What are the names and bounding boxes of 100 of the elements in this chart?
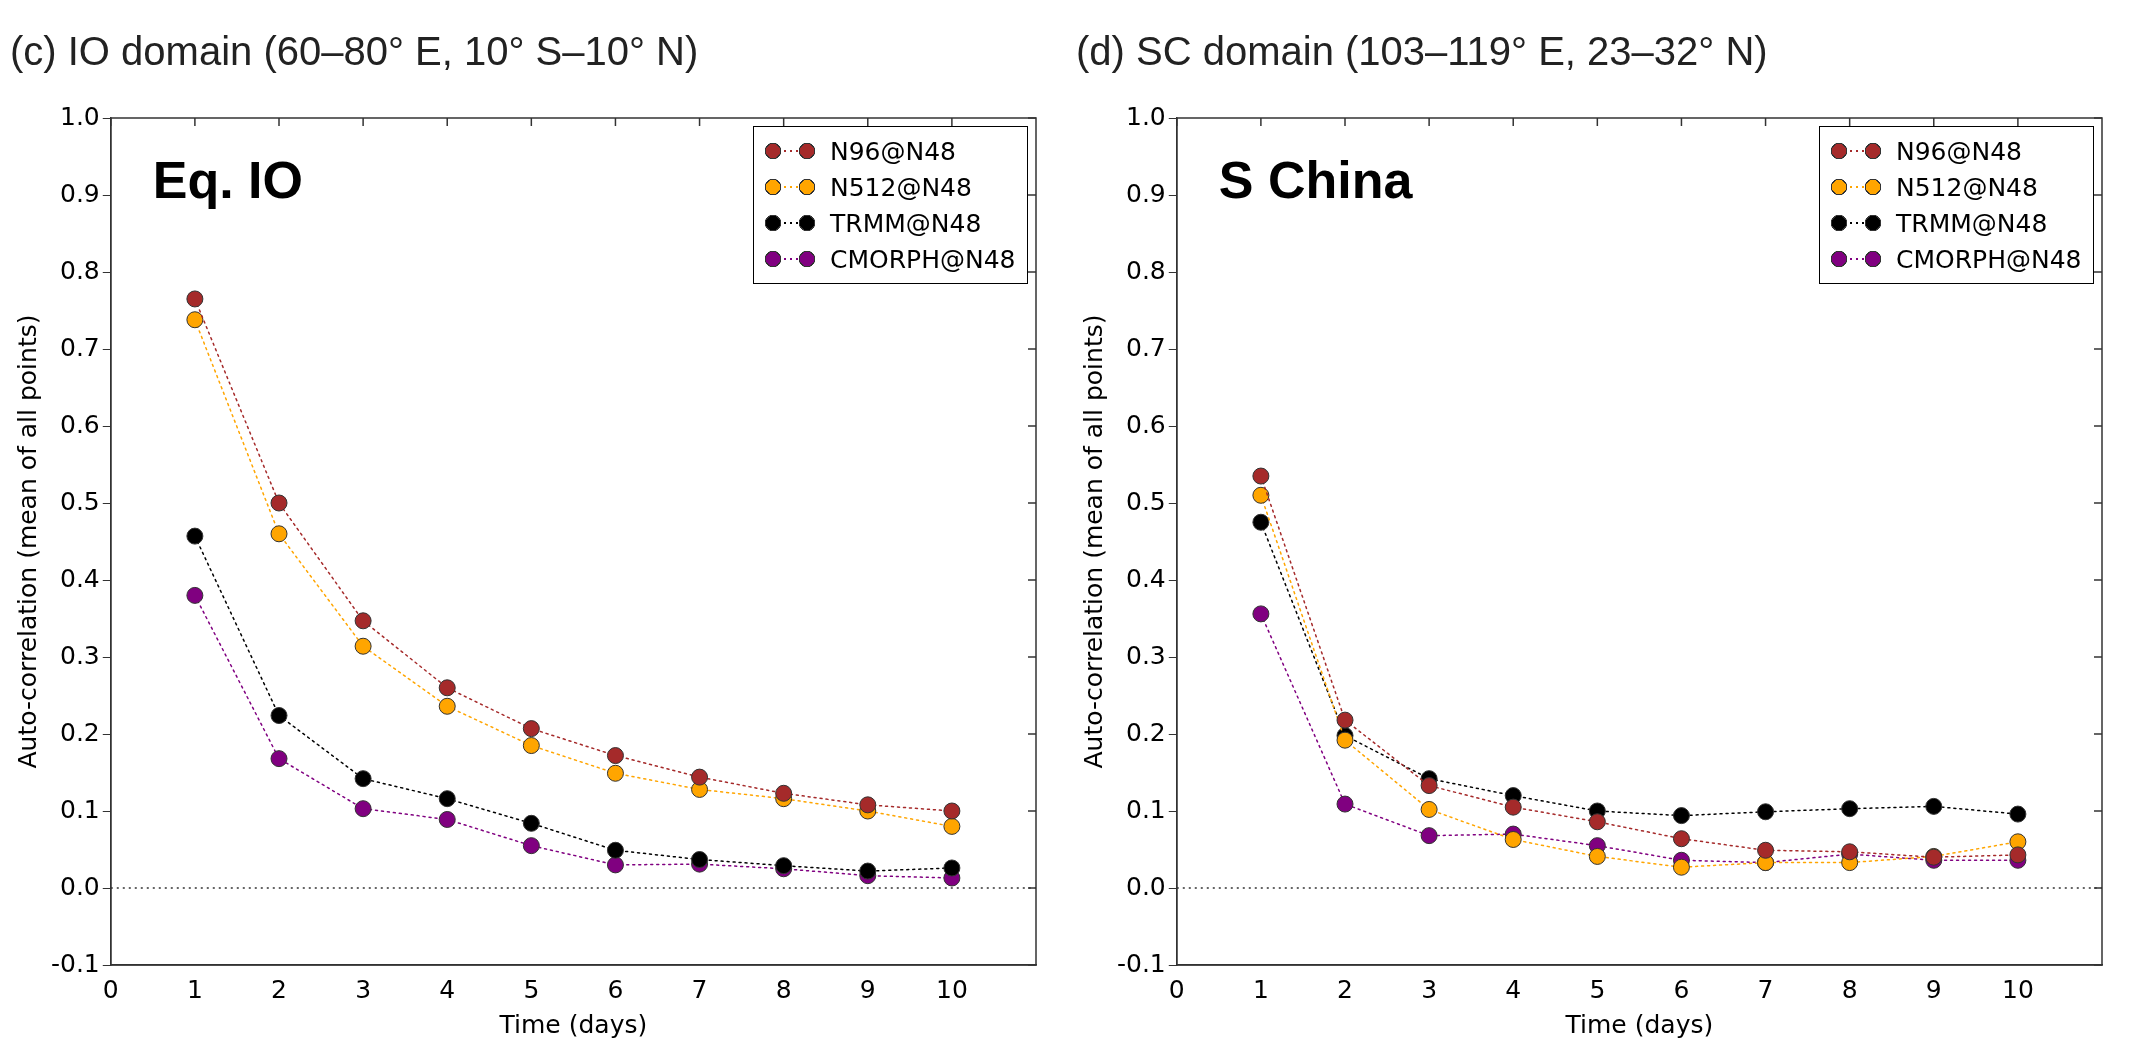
x-tick-label: 3 [355,974,372,1004]
x-tick-label: 4 [1505,974,1522,1004]
legend-label: CMORPH@N48 [1896,244,2082,274]
y-tick-label: 0.9 [1126,178,1166,208]
point [1757,841,1775,859]
point [270,750,288,768]
point [606,841,624,859]
point [270,494,288,512]
x-tick-label: 8 [775,974,792,1004]
point [186,527,204,545]
point [1420,777,1438,795]
y-tick-label: 0.9 [60,178,100,208]
point [943,817,961,835]
point [606,747,624,765]
point [186,311,204,329]
point [1757,803,1775,821]
point [859,796,877,814]
y-tick-label: 0.4 [1126,563,1166,593]
annotation: S China [1218,151,1414,210]
y-tick-label: 0.7 [1126,332,1166,362]
point [943,859,961,877]
y-tick-label: 0.2 [60,717,100,747]
y-tick-label: 0.5 [60,486,100,516]
y-tick-label: 0.6 [60,409,100,439]
point [354,612,372,630]
x-tick-label: 3 [1421,974,1438,1004]
point [186,586,204,604]
y-tick-label: 0.8 [1126,255,1166,285]
y-tick-label: 0.4 [60,563,100,593]
y-tick-label: 0.0 [60,871,100,901]
point [1588,847,1606,865]
y-tick-label: 0.3 [1126,640,1166,670]
point [1504,798,1522,816]
y-axis-title: Auto-correlation (mean of all points) [1078,314,1108,769]
point [1420,800,1438,818]
x-tick-label: 0 [102,974,119,1004]
legend-label: N512@N48 [1896,172,2038,202]
point [438,679,456,697]
point [270,525,288,543]
y-axis-title: Auto-correlation (mean of all points) [12,314,42,769]
point [859,862,877,880]
y-tick-label: 0.2 [1126,717,1166,747]
point [1672,858,1690,876]
point [522,814,540,832]
point [1252,605,1270,623]
annotation: Eq. IO [152,151,304,210]
point [691,851,709,869]
point [606,764,624,782]
point [691,768,709,786]
point [943,802,961,820]
y-tick-label: 0.8 [60,255,100,285]
chart-title: (c) IO domain (60–80° E, 10° S–10° N) [10,29,699,74]
x-tick-label: 7 [691,974,708,1004]
point [354,770,372,788]
point [354,637,372,655]
x-tick-label: 0 [1168,974,1185,1004]
point [186,290,204,308]
point [438,790,456,808]
point [522,720,540,738]
y-tick-label: 1.0 [1126,101,1166,131]
point [270,707,288,725]
point [522,737,540,755]
x-axis-title: Time (days) [498,1009,648,1039]
point [2009,846,2027,864]
x-tick-label: 9 [1925,974,1942,1004]
point [1252,513,1270,531]
point [1336,795,1354,813]
x-tick-label: 7 [1757,974,1774,1004]
y-tick-label: 0.1 [1126,794,1166,824]
legend-label: TRMM@N48 [830,208,982,238]
y-tick-label: 0.6 [1126,409,1166,439]
y-tick-label: 0.1 [60,794,100,824]
point [1841,800,1859,818]
x-tick-label: 1 [1252,974,1269,1004]
point [1252,467,1270,485]
point [2009,805,2027,823]
y-tick-label: -0.1 [1117,948,1166,978]
point [1420,827,1438,845]
x-tick-label: 9 [859,974,876,1004]
x-tick-label: 4 [439,974,456,1004]
y-tick-label: 0.0 [1126,871,1166,901]
point [1588,813,1606,831]
point [1336,731,1354,749]
x-tick-label: 5 [1589,974,1606,1004]
x-tick-label: 2 [1337,974,1353,1004]
legend-label: N96@N48 [830,136,957,166]
point [522,837,540,855]
point [1925,797,1943,815]
legend-label: N512@N48 [830,172,972,202]
x-tick-label: 1 [186,974,203,1004]
point [1504,830,1522,848]
point [1336,711,1354,729]
point [1252,486,1270,504]
x-tick-label: 10 [2001,974,2034,1004]
point [1672,830,1690,848]
y-tick-label: 0.7 [60,332,100,362]
point [1672,807,1690,825]
x-tick-label: 6 [1673,974,1690,1004]
legend-label: TRMM@N48 [1896,208,2048,238]
y-tick-label: 1.0 [60,101,100,131]
